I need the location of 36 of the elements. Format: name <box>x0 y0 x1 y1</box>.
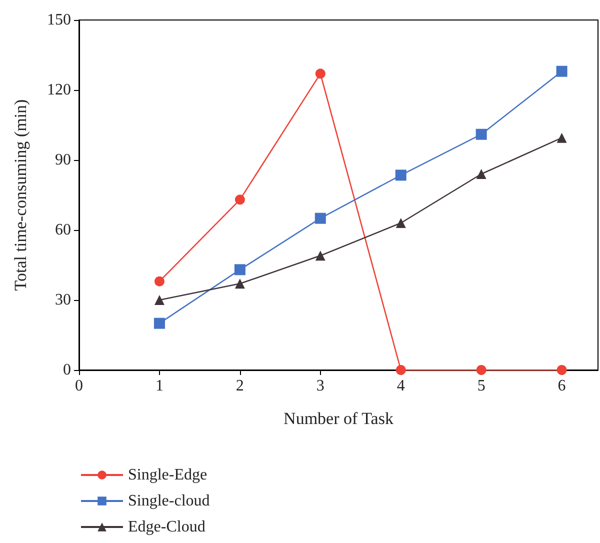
point <box>556 66 568 77</box>
point <box>556 365 567 375</box>
y-tick-label: 90 <box>55 152 71 168</box>
legend-label: Single-Edge <box>128 466 208 484</box>
y-tick-label: 150 <box>47 12 71 28</box>
x-axis-title: Number of Task <box>284 409 394 428</box>
legend-label: Edge-Cloud <box>128 518 206 536</box>
y-tick-label: 30 <box>55 292 71 308</box>
point <box>154 318 165 329</box>
point <box>395 170 406 181</box>
point <box>314 212 326 224</box>
point <box>396 365 406 375</box>
x-tick-label: 1 <box>155 378 164 394</box>
x-tick-label: 6 <box>558 378 566 394</box>
point <box>234 194 245 205</box>
point <box>396 218 406 228</box>
point <box>234 278 245 289</box>
legend-label: Single-cloud <box>128 492 210 510</box>
point <box>476 169 486 179</box>
point <box>154 276 164 286</box>
point <box>315 250 326 261</box>
y-axis-title: Total time-consuming (min) <box>11 99 30 291</box>
point <box>154 295 164 305</box>
x-tick-label: 3 <box>316 378 324 394</box>
y-tick-label: 60 <box>55 222 71 238</box>
point <box>315 68 326 79</box>
x-tick-label: 2 <box>236 378 244 394</box>
x-tick-label: 5 <box>477 378 486 394</box>
point <box>234 264 246 276</box>
point <box>476 365 486 375</box>
point <box>476 128 487 140</box>
x-tick-label: 0 <box>75 378 83 394</box>
x-tick-label: 4 <box>396 378 405 394</box>
y-tick-label: 0 <box>63 362 71 378</box>
point <box>556 132 567 143</box>
y-tick-label: 120 <box>47 82 71 98</box>
